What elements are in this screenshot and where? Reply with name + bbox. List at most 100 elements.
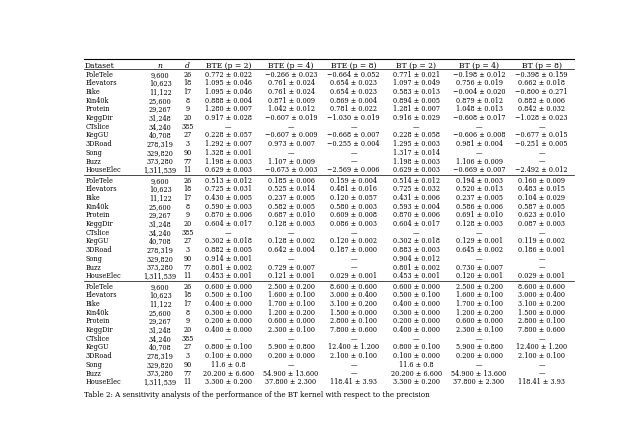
Text: Dataset: Dataset [85,62,115,70]
Text: 9,600: 9,600 [151,177,170,185]
Text: 3: 3 [186,352,190,360]
Text: PoleTele: PoleTele [86,177,113,185]
Text: Protein: Protein [86,211,110,220]
Text: 0.981 ± 0.004: 0.981 ± 0.004 [456,140,502,148]
Text: Buzz: Buzz [86,158,101,165]
Text: 0.725 ± 0.032: 0.725 ± 0.032 [393,185,440,194]
Text: 0.514 ± 0.012: 0.514 ± 0.012 [393,177,440,185]
Text: 0.973 ± 0.007: 0.973 ± 0.007 [268,140,314,148]
Text: 8.600 ± 0.600: 8.600 ± 0.600 [330,283,377,291]
Text: −0.251 ± 0.005: −0.251 ± 0.005 [515,140,568,148]
Text: 1.295 ± 0.003: 1.295 ± 0.003 [393,140,440,148]
Text: 0.431 ± 0.006: 0.431 ± 0.006 [393,194,440,202]
Text: Bike: Bike [86,194,100,202]
Text: 10,623: 10,623 [148,185,172,194]
Text: 40,708: 40,708 [148,237,172,246]
Text: KeggDir: KeggDir [86,114,113,122]
Text: 0.691 ± 0.010: 0.691 ± 0.010 [456,211,502,220]
Text: 1.500 ± 0.000: 1.500 ± 0.000 [330,309,377,317]
Text: 29,267: 29,267 [148,211,172,220]
Text: 37.800 ± 2.300: 37.800 ± 2.300 [454,378,504,386]
Text: —: — [288,361,294,369]
Text: 1.500 ± 0.000: 1.500 ± 0.000 [518,309,565,317]
Text: —: — [288,123,294,131]
Text: 29,267: 29,267 [148,105,172,113]
Text: 25,600: 25,600 [148,309,172,317]
Text: 0.400 ± 0.000: 0.400 ± 0.000 [393,300,440,308]
Text: 90: 90 [184,149,192,157]
Text: 118.41 ± 3.93: 118.41 ± 3.93 [518,378,565,386]
Text: 0.302 ± 0.018: 0.302 ± 0.018 [393,237,440,246]
Text: 0.400 ± 0.000: 0.400 ± 0.000 [205,326,252,334]
Text: 9: 9 [186,105,190,113]
Text: 2.800 ± 0.100: 2.800 ± 0.100 [518,317,565,326]
Text: KegGU: KegGU [86,343,109,352]
Text: 11: 11 [184,272,192,280]
Text: —: — [351,229,357,237]
Text: 0.654 ± 0.023: 0.654 ± 0.023 [330,79,377,87]
Text: 0.120 ± 0.057: 0.120 ± 0.057 [330,194,377,202]
Text: 27: 27 [184,343,192,352]
Text: —: — [413,123,420,131]
Text: 0.483 ± 0.015: 0.483 ± 0.015 [518,185,565,194]
Text: 0.629 ± 0.003: 0.629 ± 0.003 [205,166,252,174]
Text: 3.100 ± 0.200: 3.100 ± 0.200 [330,300,377,308]
Text: 0.300 ± 0.000: 0.300 ± 0.000 [393,309,440,317]
Text: 329,820: 329,820 [147,255,173,263]
Text: Kin40k: Kin40k [86,203,109,211]
Text: 54.900 ± 13.600: 54.900 ± 13.600 [264,370,319,378]
Text: 3.300 ± 0.200: 3.300 ± 0.200 [205,378,252,386]
Text: 77: 77 [184,263,192,272]
Text: —: — [538,335,545,343]
Text: 1.106 ± 0.009: 1.106 ± 0.009 [456,158,502,165]
Text: —: — [476,255,483,263]
Text: 54.900 ± 13.600: 54.900 ± 13.600 [451,370,507,378]
Text: 77: 77 [184,370,192,378]
Text: 0.194 ± 0.003: 0.194 ± 0.003 [456,177,502,185]
Text: —: — [476,149,483,157]
Text: 31,248: 31,248 [148,114,172,122]
Text: —: — [413,335,420,343]
Text: 20: 20 [184,326,192,334]
Text: −1.028 ± 0.023: −1.028 ± 0.023 [515,114,568,122]
Text: 0.761 ± 0.024: 0.761 ± 0.024 [268,79,314,87]
Text: 37.800 ± 2.300: 37.800 ± 2.300 [266,378,317,386]
Text: 17: 17 [184,300,192,308]
Text: 3: 3 [186,246,190,254]
Text: 1.198 ± 0.003: 1.198 ± 0.003 [393,158,440,165]
Text: 1.281 ± 0.007: 1.281 ± 0.007 [393,105,440,113]
Text: 0.400 ± 0.000: 0.400 ± 0.000 [205,300,252,308]
Text: 0.453 ± 0.001: 0.453 ± 0.001 [393,272,440,280]
Text: 11,122: 11,122 [148,300,172,308]
Text: —: — [351,158,357,165]
Text: 0.842 ± 0.032: 0.842 ± 0.032 [518,105,565,113]
Text: Song: Song [86,255,102,263]
Text: 77: 77 [184,158,192,165]
Text: 0.087 ± 0.003: 0.087 ± 0.003 [518,220,565,228]
Text: Kin40k: Kin40k [86,97,109,105]
Text: 0.525 ± 0.014: 0.525 ± 0.014 [268,185,314,194]
Text: 0.237 ± 0.005: 0.237 ± 0.005 [268,194,314,202]
Text: 8: 8 [186,97,190,105]
Text: 8: 8 [186,203,190,211]
Text: −0.266 ± 0.023: −0.266 ± 0.023 [265,71,317,79]
Text: 1.200 ± 0.200: 1.200 ± 0.200 [268,309,314,317]
Text: —: — [538,361,545,369]
Text: 0.756 ± 0.019: 0.756 ± 0.019 [456,79,502,87]
Text: −0.398 ± 0.159: −0.398 ± 0.159 [515,71,568,79]
Text: 3.000 ± 0.400: 3.000 ± 0.400 [330,291,377,299]
Text: −0.669 ± 0.007: −0.669 ± 0.007 [452,166,506,174]
Text: KeggDir: KeggDir [86,220,113,228]
Text: −0.255 ± 0.004: −0.255 ± 0.004 [328,140,380,148]
Text: —: — [288,335,294,343]
Text: KegGU: KegGU [86,237,109,246]
Text: −0.664 ± 0.052: −0.664 ± 0.052 [328,71,380,79]
Text: 2.500 ± 0.200: 2.500 ± 0.200 [268,283,314,291]
Text: Buzz: Buzz [86,370,101,378]
Text: 0.888 ± 0.004: 0.888 ± 0.004 [205,97,252,105]
Text: 3DRoad: 3DRoad [86,246,112,254]
Text: −0.607 ± 0.009: −0.607 ± 0.009 [265,132,317,139]
Text: 0.185 ± 0.006: 0.185 ± 0.006 [268,177,314,185]
Text: 0.187 ± 0.000: 0.187 ± 0.000 [330,246,377,254]
Text: 31,248: 31,248 [148,326,172,334]
